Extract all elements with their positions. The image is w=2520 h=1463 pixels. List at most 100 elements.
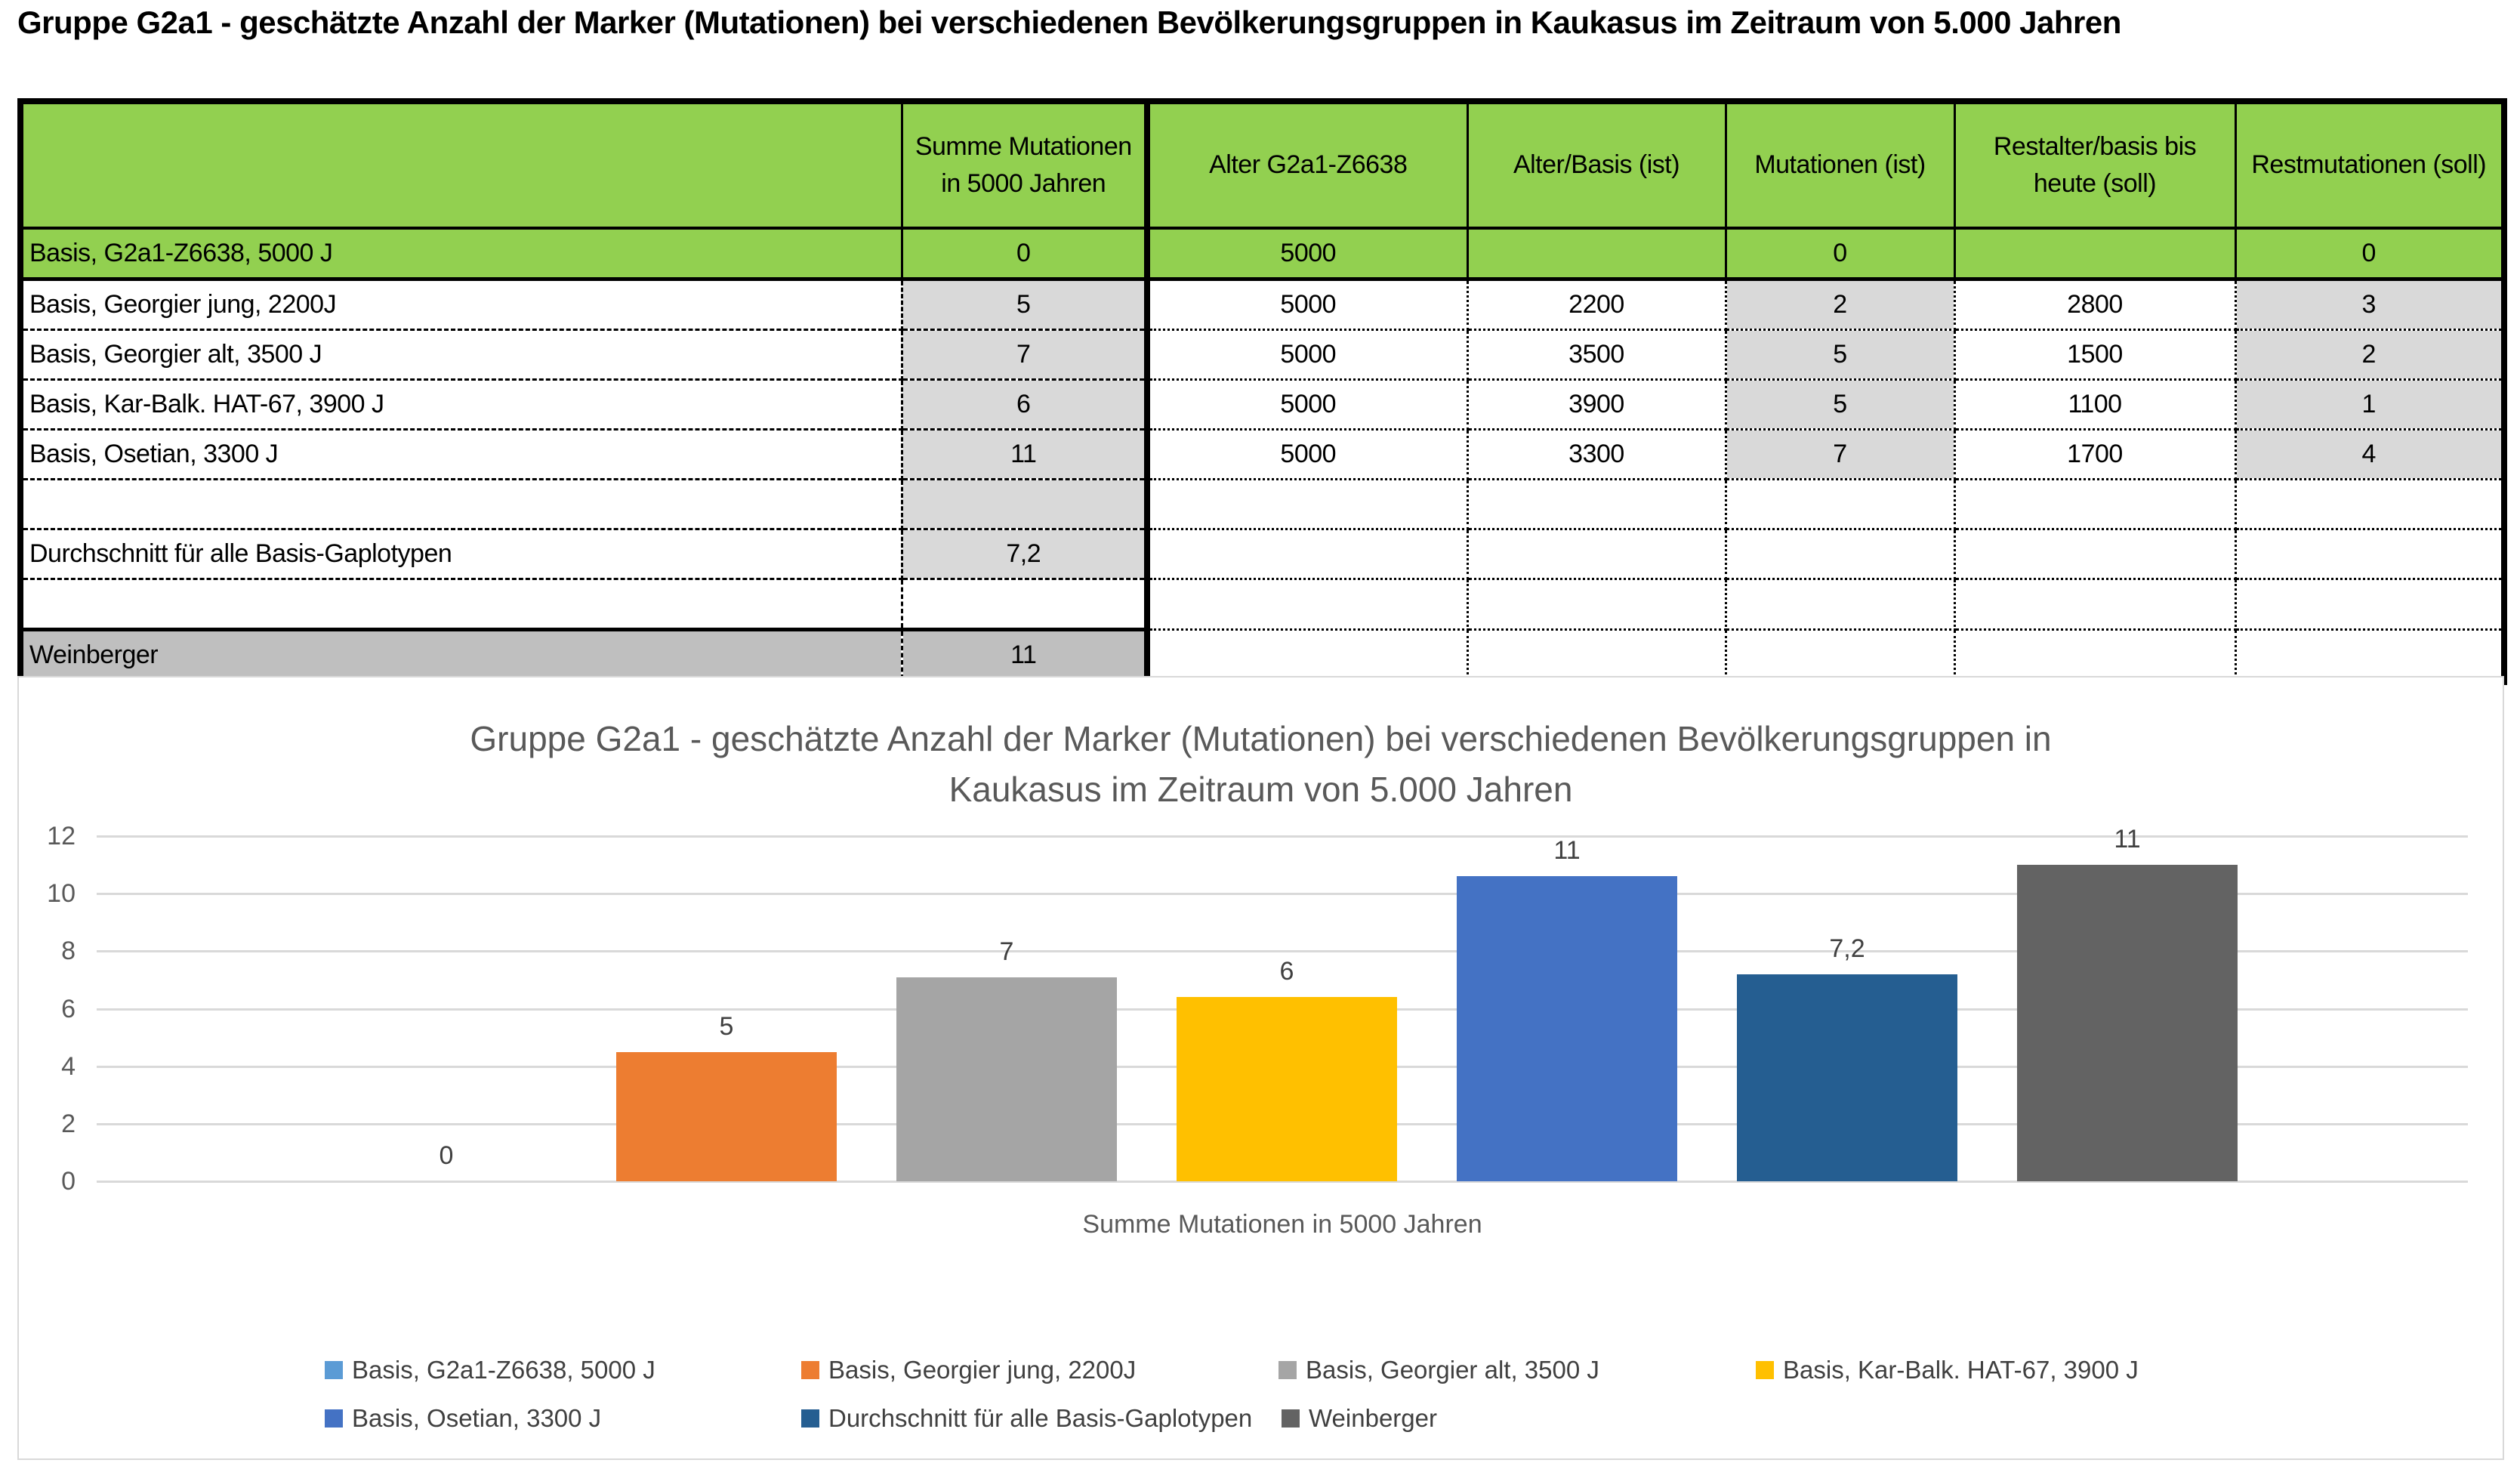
legend-label: Weinberger bbox=[1309, 1404, 1437, 1432]
legend-item: Basis, Georgier alt, 3500 J bbox=[1279, 1356, 1599, 1384]
table-cell bbox=[2235, 529, 2506, 580]
bar-data-label: 7,2 bbox=[1829, 934, 1865, 963]
gridline bbox=[97, 835, 2468, 838]
table-cell bbox=[1147, 529, 1469, 580]
table-cell: 2800 bbox=[1954, 279, 2237, 331]
table-row: Basis, G2a1-Z6638, 5000 J 0 5000 0 0 bbox=[20, 228, 2506, 281]
table-cell bbox=[1726, 579, 1956, 631]
table-cell: 0 bbox=[902, 228, 1150, 281]
bar-data-label: 0 bbox=[439, 1141, 454, 1170]
bar-6 bbox=[1737, 974, 1957, 1181]
table-cell bbox=[902, 579, 1150, 631]
table-cell: 2 bbox=[1726, 279, 1956, 331]
table-cell: 11 bbox=[902, 628, 1150, 682]
table-cell bbox=[1726, 529, 1956, 580]
column-header: Mutationen (ist) bbox=[1726, 101, 1956, 230]
legend-swatch-icon bbox=[801, 1409, 819, 1428]
table-row: Weinberger 11 bbox=[20, 628, 2506, 682]
table-cell bbox=[1147, 479, 1469, 530]
legend-label: Basis, Georgier alt, 3500 J bbox=[1306, 1356, 1599, 1384]
table-cell: 11 bbox=[902, 429, 1150, 480]
legend-swatch-icon bbox=[801, 1361, 819, 1379]
table-cell bbox=[2235, 479, 2506, 530]
chart-title: Gruppe G2a1 - geschätzte Anzahl der Mark… bbox=[19, 714, 2503, 814]
table-cell bbox=[1954, 629, 2237, 682]
table-cell: 5 bbox=[1726, 379, 1956, 431]
page-title: Gruppe G2a1 - geschätzte Anzahl der Mark… bbox=[17, 5, 2121, 40]
legend-item: Weinberger bbox=[1282, 1404, 1437, 1433]
table-cell: Weinberger bbox=[20, 628, 903, 682]
data-table: Summe Mutationen in 5000 Jahren Alter G2a… bbox=[17, 98, 2507, 685]
table-cell: Basis, Georgier jung, 2200J bbox=[20, 279, 903, 331]
table-cell bbox=[20, 479, 903, 530]
bar-chart: Gruppe G2a1 - geschätzte Anzahl der Mark… bbox=[17, 676, 2504, 1460]
table-row: Basis, Georgier jung, 2200J 5 5000 2200 2 280… bbox=[20, 279, 2506, 331]
table-cell: 7 bbox=[902, 329, 1150, 381]
table-cell bbox=[1467, 529, 1727, 580]
table-cell: 2 bbox=[2235, 329, 2506, 381]
table-cell bbox=[1954, 479, 2237, 530]
table-cell bbox=[1467, 228, 1727, 281]
bar-data-label: 11 bbox=[2114, 825, 2141, 854]
legend-swatch-icon bbox=[1756, 1361, 1774, 1379]
bar-2 bbox=[616, 1051, 837, 1181]
table-cell: 1100 bbox=[1954, 379, 2237, 431]
table-cell bbox=[2235, 629, 2506, 682]
table-cell bbox=[1147, 629, 1469, 682]
table-cell: 5 bbox=[1726, 329, 1956, 381]
table-cell: 3900 bbox=[1467, 379, 1727, 431]
legend-swatch-icon bbox=[325, 1361, 343, 1379]
bar-data-label: 7 bbox=[999, 937, 1014, 966]
legend-swatch-icon bbox=[1279, 1361, 1297, 1379]
column-header: Restalter/basis bis heute (soll) bbox=[1954, 101, 2237, 230]
table-cell: 5000 bbox=[1147, 329, 1469, 381]
table-cell: 1 bbox=[2235, 379, 2506, 431]
table-row bbox=[20, 579, 2506, 631]
y-axis-tick-label: 2 bbox=[61, 1109, 76, 1138]
legend-swatch-icon bbox=[1282, 1409, 1300, 1428]
table-cell bbox=[902, 479, 1150, 530]
table-cell: Durchschnitt für alle Basis-Gaplotypen bbox=[20, 529, 903, 580]
column-header: Alter/Basis (ist) bbox=[1467, 101, 1727, 230]
table-cell: 3300 bbox=[1467, 429, 1727, 480]
table-row: Basis, Osetian, 3300 J 11 5000 3300 7 1700 4 bbox=[20, 429, 2506, 480]
table-header-row: Summe Mutationen in 5000 Jahren Alter G2a… bbox=[20, 101, 2506, 230]
column-header: Restmutationen (soll) bbox=[2235, 101, 2506, 230]
table-cell bbox=[20, 579, 903, 631]
legend-swatch-icon bbox=[325, 1409, 343, 1428]
y-axis-tick-label: 4 bbox=[61, 1051, 76, 1081]
column-header: Alter G2a1-Z6638 bbox=[1147, 101, 1469, 230]
legend-item: Basis, Kar-Balk. HAT-67, 3900 J bbox=[1756, 1356, 2139, 1384]
legend-label: Basis, Kar-Balk. HAT-67, 3900 J bbox=[1783, 1356, 2139, 1384]
legend-label: Basis, Georgier jung, 2200J bbox=[828, 1356, 1137, 1384]
legend-label: Basis, G2a1-Z6638, 5000 J bbox=[352, 1356, 655, 1384]
table-cell bbox=[1467, 629, 1727, 682]
gridline bbox=[97, 893, 2468, 896]
table-cell bbox=[1726, 479, 1956, 530]
table-cell: 1700 bbox=[1954, 429, 2237, 480]
chart-title-line2: Kaukasus im Zeitraum von 5.000 Jahren bbox=[948, 769, 1573, 809]
chart-title-line1: Gruppe G2a1 - geschätzte Anzahl der Mark… bbox=[470, 719, 2052, 758]
table-cell bbox=[1954, 579, 2237, 631]
table-cell bbox=[1147, 579, 1469, 631]
y-axis-tick-label: 10 bbox=[47, 879, 76, 909]
legend-label: Basis, Osetian, 3300 J bbox=[352, 1404, 602, 1432]
table-cell: 7,2 bbox=[902, 529, 1150, 580]
bar-3 bbox=[896, 977, 1117, 1181]
table-cell bbox=[1726, 629, 1956, 682]
bar-7 bbox=[2017, 865, 2238, 1181]
table-cell: 0 bbox=[1726, 228, 1956, 281]
table-row: Durchschnitt für alle Basis-Gaplotypen 7,… bbox=[20, 529, 2506, 580]
table-cell: Basis, Osetian, 3300 J bbox=[20, 429, 903, 480]
table-cell: 7 bbox=[1726, 429, 1956, 480]
column-header: Summe Mutationen in 5000 Jahren bbox=[902, 101, 1150, 230]
table-cell: Basis, Kar-Balk. HAT-67, 3900 J bbox=[20, 379, 903, 431]
legend-item: Basis, Georgier jung, 2200J bbox=[801, 1356, 1136, 1384]
gridline bbox=[97, 1181, 2468, 1183]
bar-5 bbox=[1457, 876, 1677, 1181]
table-cell bbox=[2235, 579, 2506, 631]
table-cell: 1500 bbox=[1954, 329, 2237, 381]
bar-data-label: 6 bbox=[1279, 957, 1294, 986]
y-axis-tick-label: 0 bbox=[61, 1167, 76, 1196]
